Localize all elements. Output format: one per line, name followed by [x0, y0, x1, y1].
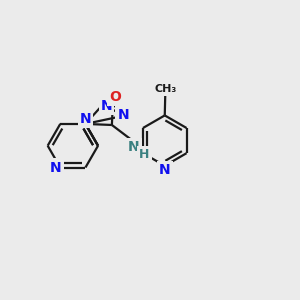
Text: CH₃: CH₃: [154, 84, 176, 94]
Text: N: N: [101, 99, 112, 113]
Text: H: H: [139, 148, 150, 161]
Text: N: N: [80, 112, 91, 126]
Text: N: N: [159, 163, 171, 177]
Text: N: N: [117, 108, 129, 122]
Text: N: N: [50, 160, 62, 175]
Text: O: O: [109, 90, 121, 104]
Text: N: N: [128, 140, 140, 154]
